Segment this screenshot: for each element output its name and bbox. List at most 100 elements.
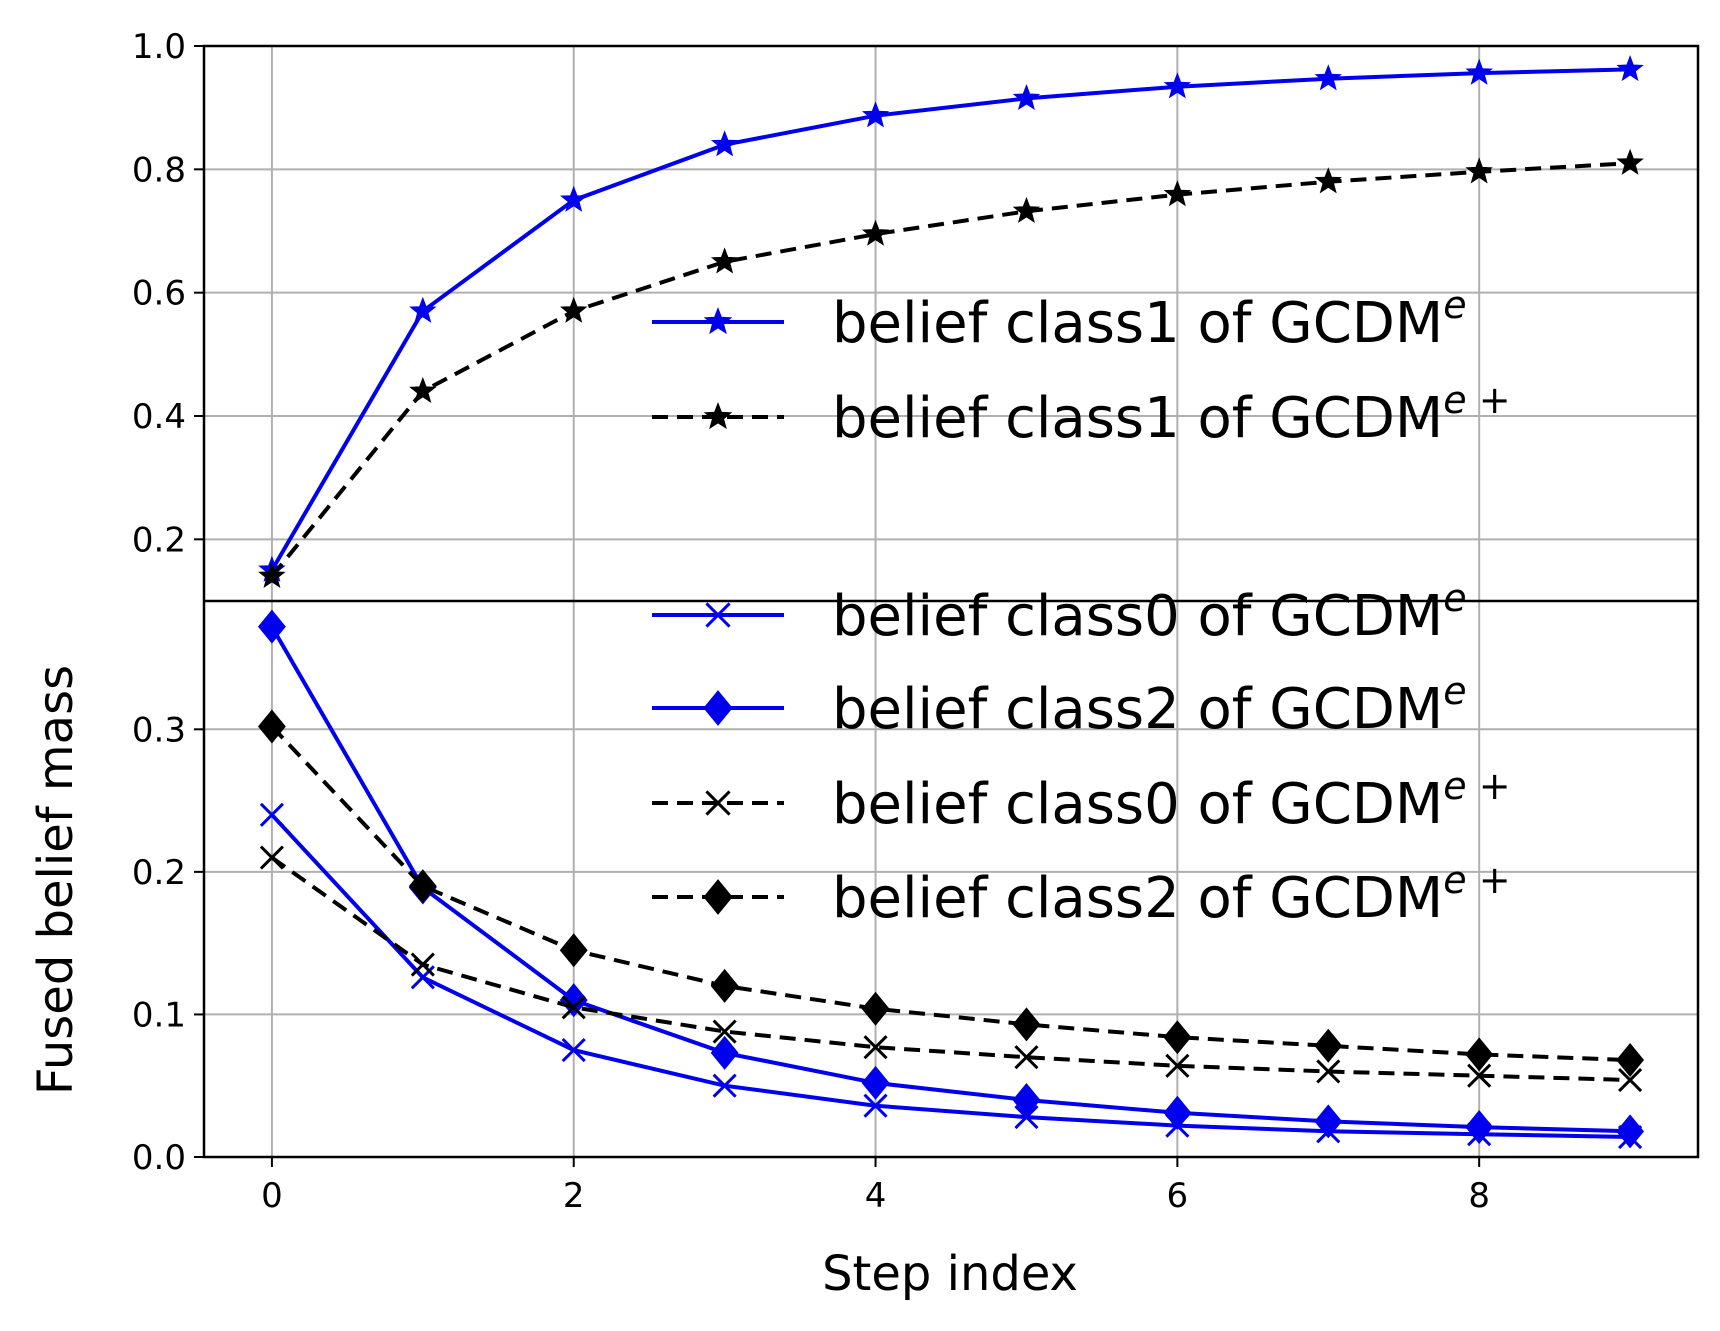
data-point-star xyxy=(258,561,286,589)
data-point-star xyxy=(1163,180,1192,207)
data-point-diamond xyxy=(1012,1082,1041,1117)
data-point-star xyxy=(1314,167,1342,194)
x-axis-label: Step index xyxy=(822,1246,1078,1302)
data-point-diamond xyxy=(1465,1110,1494,1145)
data-point-diamond xyxy=(1465,1037,1494,1072)
data-point-x xyxy=(863,1093,888,1118)
y-tick-label: 0.0 xyxy=(132,1138,186,1178)
data-point-diamond xyxy=(1163,1020,1192,1055)
data-point-star xyxy=(409,376,437,404)
legend-marker-star xyxy=(703,401,733,430)
x-tick-label: 8 xyxy=(1468,1176,1490,1216)
x-tick-label: 6 xyxy=(1167,1176,1189,1216)
series-line xyxy=(270,725,1631,1063)
data-point-star xyxy=(1012,196,1041,223)
legend-label: belief class1 of GCDMe xyxy=(832,283,1467,356)
data-point-diamond xyxy=(1616,1114,1645,1149)
series-line xyxy=(270,67,1631,572)
legend-entry: belief class1 of GCDMe xyxy=(652,283,1467,356)
data-point-diamond xyxy=(1012,1007,1041,1042)
data-point-x xyxy=(1165,1053,1190,1078)
legend-marker-diamond xyxy=(703,879,733,915)
data-point-star xyxy=(409,296,437,323)
series-bottom-2 xyxy=(259,845,1643,1093)
data-point-diamond xyxy=(1314,1028,1343,1063)
data-point-diamond xyxy=(710,1035,739,1070)
y-tick-label: 0.4 xyxy=(132,397,186,437)
series-layer xyxy=(257,54,1645,1150)
y-axis-label: Fused belief mass xyxy=(28,665,84,1095)
data-point-x xyxy=(712,1019,737,1044)
data-point-star xyxy=(1616,148,1644,175)
y-tick-label: 0.2 xyxy=(132,853,186,893)
y-tick-label: 0.3 xyxy=(132,710,186,750)
y-tick-label: 0.6 xyxy=(132,274,186,314)
legend-label: belief class2 of GCDMe + xyxy=(832,858,1511,931)
legend-label: belief class1 of GCDMe + xyxy=(832,378,1511,451)
y-tick-label: 1.0 xyxy=(132,27,186,67)
y-tick-label: 0.8 xyxy=(132,150,186,190)
data-point-diamond xyxy=(1616,1043,1645,1078)
data-point-x xyxy=(259,845,284,870)
data-point-diamond xyxy=(710,968,739,1003)
legend-entry: belief class1 of GCDMe + xyxy=(652,378,1511,451)
data-point-x xyxy=(561,995,586,1020)
data-point-x xyxy=(410,952,435,977)
legend-label: belief class2 of GCDMe xyxy=(832,669,1467,742)
series-bottom-3 xyxy=(257,709,1645,1078)
data-point-diamond xyxy=(1163,1095,1192,1130)
data-point-star xyxy=(560,185,588,212)
data-point-diamond xyxy=(861,1065,890,1100)
legend-marker-x xyxy=(705,790,731,816)
legend-label: belief class0 of GCDMe + xyxy=(832,764,1511,837)
legend-entry: belief class2 of GCDMe xyxy=(652,669,1467,742)
plot-frames xyxy=(202,44,1700,1159)
data-point-diamond xyxy=(408,869,437,904)
data-point-star xyxy=(1163,72,1192,99)
data-point-star xyxy=(710,130,739,157)
x-tick-label: 0 xyxy=(261,1176,283,1216)
data-point-diamond xyxy=(861,991,890,1026)
data-point-star xyxy=(1314,64,1342,91)
data-point-star xyxy=(1616,54,1644,82)
data-point-star xyxy=(1012,83,1041,111)
y-tick-label: 0.1 xyxy=(132,995,186,1035)
data-point-x xyxy=(712,1073,737,1098)
data-point-x xyxy=(561,1038,586,1063)
series-line xyxy=(270,855,1631,1082)
legend: belief class1 of GCDMe belief class1 of G… xyxy=(652,283,1511,931)
data-point-star xyxy=(1465,58,1493,85)
data-point-star xyxy=(861,219,890,246)
data-point-diamond xyxy=(559,983,588,1018)
data-point-star xyxy=(1465,157,1493,184)
data-point-star xyxy=(710,247,739,274)
legend-label: belief class0 of GCDMe xyxy=(832,576,1467,649)
legend-entry: belief class0 of GCDMe + xyxy=(652,764,1511,837)
data-point-x xyxy=(1467,1063,1492,1088)
series-top-1 xyxy=(258,148,1644,589)
series-line xyxy=(270,625,1631,1134)
legend-entry: belief class2 of GCDMe + xyxy=(652,858,1511,931)
series-line xyxy=(270,813,1631,1139)
data-point-x xyxy=(1014,1045,1039,1070)
data-point-diamond xyxy=(559,933,588,968)
data-point-x xyxy=(1618,1067,1643,1093)
data-point-x xyxy=(1316,1059,1341,1084)
data-point-x xyxy=(1014,1105,1039,1130)
legend-marker-star xyxy=(703,306,733,335)
axis-ticks: 0.2 0.4 0.6 0.8 1.0 0.0 0.1 0.2 0.3 0 2 4 6 8 xyxy=(132,27,1490,1216)
data-point-diamond xyxy=(257,709,286,744)
data-point-x xyxy=(410,965,435,990)
data-point-diamond xyxy=(1314,1104,1343,1139)
data-point-x xyxy=(863,1035,888,1060)
x-tick-label: 4 xyxy=(865,1176,887,1216)
data-point-star xyxy=(861,101,890,128)
data-point-diamond xyxy=(257,609,286,644)
legend-marker-diamond xyxy=(703,690,733,726)
data-point-x xyxy=(259,802,284,827)
legend-marker-x xyxy=(705,602,731,628)
data-point-star xyxy=(560,296,588,323)
legend-entry: belief class0 of GCDMe xyxy=(652,576,1467,649)
x-tick-label: 2 xyxy=(563,1176,585,1216)
